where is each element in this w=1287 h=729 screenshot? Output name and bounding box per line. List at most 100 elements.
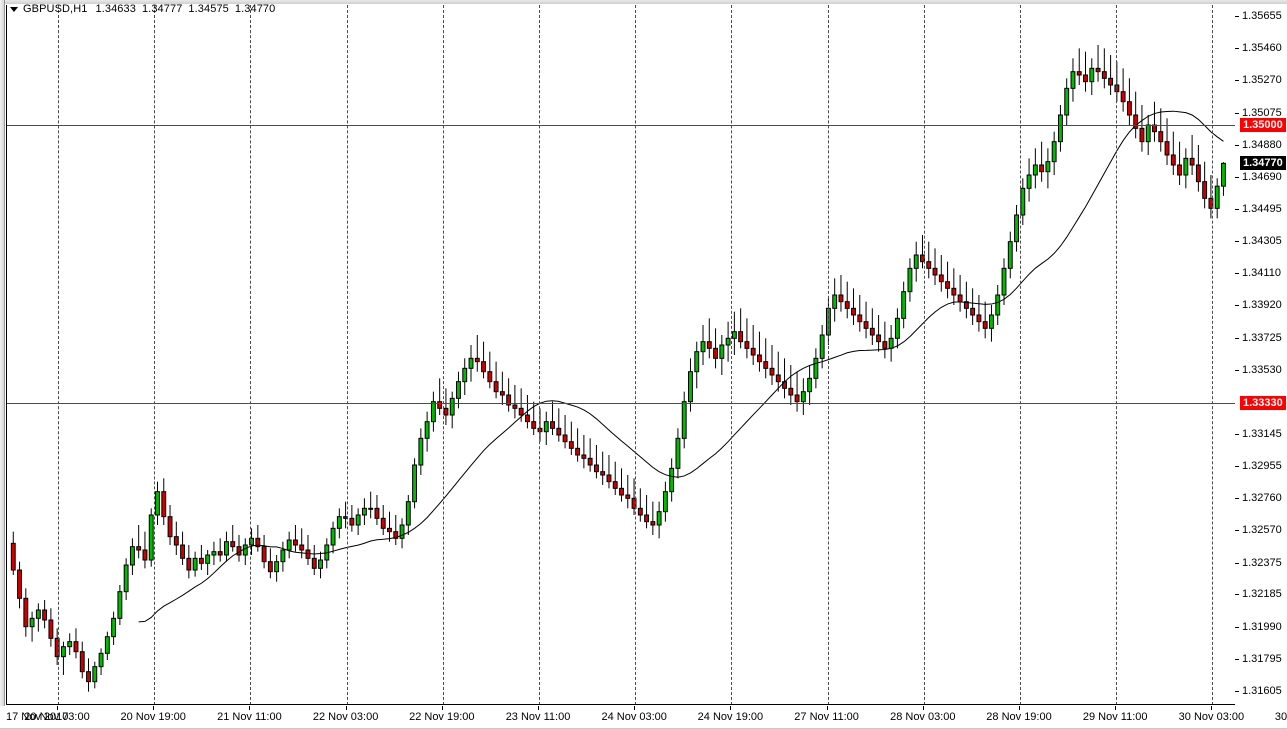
candle bbox=[399, 518, 405, 549]
candle bbox=[788, 365, 794, 405]
candle bbox=[198, 545, 204, 570]
price-level-label[interactable]: 1.33330 bbox=[1240, 396, 1286, 411]
support-line[interactable] bbox=[7, 403, 1235, 405]
candle bbox=[926, 241, 932, 279]
candle bbox=[1039, 141, 1045, 182]
candle bbox=[1126, 78, 1132, 125]
candle bbox=[813, 348, 819, 389]
time-axis[interactable]: 17 Nov 2017 20 Nov 03:00 20 Nov 19:00 21 No… bbox=[0, 706, 1287, 729]
candle bbox=[148, 508, 154, 567]
candle bbox=[619, 468, 624, 502]
candle bbox=[349, 505, 355, 532]
time-tick-label: 28 Nov 03:00 bbox=[890, 711, 956, 723]
candle bbox=[713, 328, 718, 369]
time-tick bbox=[1019, 706, 1020, 710]
vertical-gridline bbox=[346, 5, 348, 704]
candle bbox=[575, 428, 581, 462]
candle bbox=[242, 538, 248, 565]
top-scroll-strip[interactable] bbox=[0, 0, 1287, 4]
candle bbox=[318, 551, 323, 579]
candle bbox=[468, 345, 474, 382]
chart-plot-area[interactable] bbox=[6, 5, 1235, 705]
ohlc-high: 1.34777 bbox=[141, 3, 183, 15]
candle bbox=[593, 445, 599, 479]
candle bbox=[1108, 55, 1114, 95]
price-axis[interactable]: 1.35655 1.35460 1.35270 1.35075 1.34880 1.346… bbox=[1235, 5, 1287, 705]
candle bbox=[456, 371, 461, 409]
resistance-line[interactable] bbox=[7, 125, 1235, 126]
candle bbox=[48, 608, 54, 647]
candle bbox=[600, 451, 606, 485]
candle bbox=[1032, 148, 1038, 189]
candle bbox=[1195, 145, 1201, 192]
candle bbox=[481, 341, 486, 379]
candle bbox=[1189, 135, 1195, 175]
time-tick-label: 20 Nov 03:00 bbox=[24, 711, 90, 723]
candle bbox=[857, 295, 863, 332]
candle bbox=[625, 475, 631, 509]
time-tick-label: 24 Nov 03:00 bbox=[601, 711, 667, 723]
candle bbox=[606, 455, 612, 489]
candle bbox=[907, 258, 913, 302]
candle bbox=[380, 505, 386, 535]
candle bbox=[807, 365, 813, 405]
candle bbox=[274, 555, 280, 582]
price-tick-label: 1.34495 bbox=[1242, 203, 1282, 216]
price-tick-label: 1.34880 bbox=[1242, 139, 1282, 151]
candle bbox=[1214, 178, 1220, 219]
candle bbox=[550, 401, 555, 435]
candle bbox=[499, 371, 505, 405]
candle bbox=[675, 428, 681, 479]
candle bbox=[932, 248, 938, 285]
candle bbox=[757, 331, 762, 372]
price-level-label[interactable]: 1.35000 bbox=[1240, 118, 1286, 132]
candle bbox=[449, 391, 455, 429]
candle bbox=[361, 498, 367, 525]
candle bbox=[217, 538, 223, 562]
candle bbox=[656, 501, 662, 539]
price-tick-label: 1.32760 bbox=[1242, 492, 1282, 505]
time-tick-label: 20 Nov 19:00 bbox=[120, 711, 186, 723]
ohlc-readout: 1.34633 1.34777 1.34575 1.34770 bbox=[95, 3, 281, 15]
candle bbox=[1089, 58, 1095, 95]
candle bbox=[205, 550, 211, 575]
candle bbox=[35, 603, 41, 632]
candle bbox=[161, 478, 167, 525]
price-tick bbox=[1235, 530, 1239, 531]
price-tick bbox=[1235, 112, 1239, 114]
candle bbox=[706, 318, 712, 359]
time-tick-label: 27 Nov 11:00 bbox=[794, 711, 859, 723]
candle bbox=[1152, 101, 1157, 142]
price-tick bbox=[1235, 80, 1239, 81]
candle bbox=[1158, 108, 1164, 152]
candle bbox=[1051, 131, 1057, 175]
price-tick bbox=[1235, 48, 1239, 50]
price-tick bbox=[1235, 337, 1239, 339]
candle bbox=[405, 495, 411, 535]
time-tick-label: 29 Nov 11:00 bbox=[1082, 711, 1148, 723]
candle bbox=[368, 491, 374, 519]
time-tick-label: 28 Nov 19:00 bbox=[986, 711, 1052, 723]
candle bbox=[430, 391, 436, 432]
price-tick bbox=[1235, 690, 1239, 692]
price-tick-label: 1.33530 bbox=[1242, 364, 1282, 376]
chevron-down-icon[interactable] bbox=[10, 6, 18, 12]
candle bbox=[424, 411, 430, 452]
price-tick bbox=[1235, 176, 1239, 178]
vertical-gridline bbox=[731, 5, 733, 704]
ohlc-close: 1.34770 bbox=[234, 3, 276, 15]
candle bbox=[794, 371, 800, 412]
candle bbox=[299, 528, 305, 559]
price-tick-label: 1.34110 bbox=[1242, 267, 1281, 280]
candle bbox=[1020, 178, 1026, 225]
candle bbox=[819, 325, 825, 369]
candle bbox=[662, 481, 668, 522]
time-tick-label: 21 Nov 11:00 bbox=[217, 711, 282, 723]
candle bbox=[92, 661, 98, 689]
candle bbox=[86, 658, 91, 692]
price-tick bbox=[1235, 240, 1239, 242]
time-tick bbox=[153, 706, 155, 710]
left-scroll-strip[interactable] bbox=[0, 0, 5, 729]
candle bbox=[888, 325, 894, 362]
vertical-gridline bbox=[1020, 5, 1021, 704]
